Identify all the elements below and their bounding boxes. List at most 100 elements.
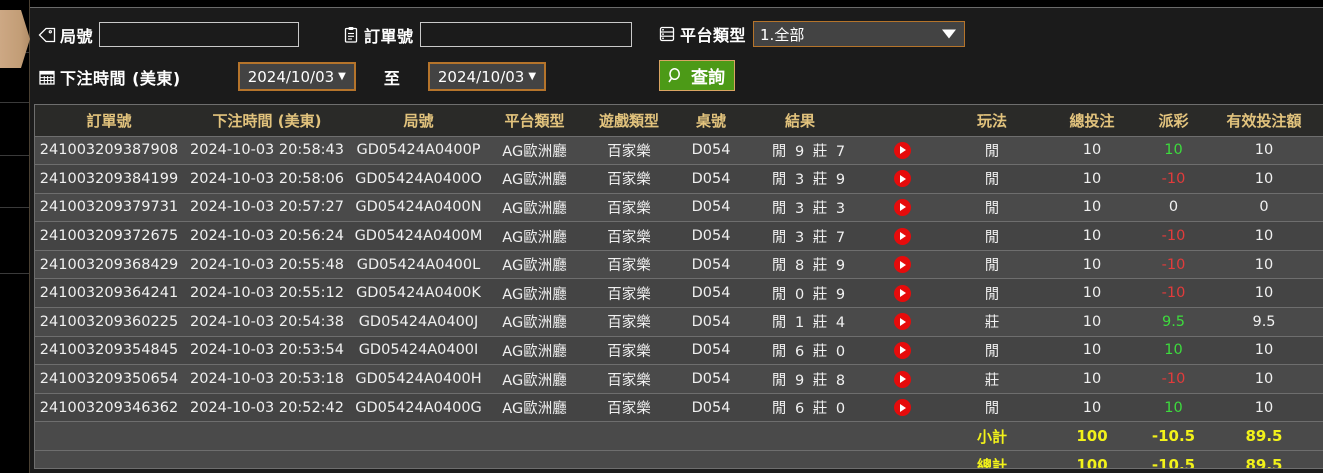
filter-bar: 局號 訂單號 (30, 8, 1323, 100)
date-to-picker[interactable]: 2024/10/03 ▼ (427, 62, 547, 91)
table-row[interactable]: 241003209379731 2024-10-03 20:57:27 GD0542… (35, 193, 1323, 223)
cell-round: GD05424A0400H (351, 364, 486, 394)
chevron-down-icon: ▼ (528, 70, 537, 82)
cell-valid-bet: 10 (1215, 250, 1313, 280)
table-row[interactable]: 241003209372675 2024-10-03 20:56:24 GD0542… (35, 221, 1323, 251)
play-icon[interactable] (893, 370, 911, 388)
col-header-valid[interactable]: 有效投注額 (1215, 105, 1313, 137)
table-row[interactable]: 241003209346362 2024-10-03 20:52:42 GD0542… (35, 393, 1323, 423)
cell-play-video[interactable] (872, 193, 932, 223)
cell-payout: 10 (1132, 136, 1215, 166)
cell-play-video[interactable] (872, 164, 932, 194)
play-icon[interactable] (893, 399, 911, 417)
window-top-strip (0, 0, 1323, 8)
table-body: 241003209387908 2024-10-03 20:58:43 GD0542… (35, 136, 1323, 468)
platform-select[interactable]: 1.全部 (753, 21, 966, 47)
cell-table: D054 (675, 221, 747, 251)
table-row[interactable]: 241003209387908 2024-10-03 20:58:43 GD0542… (35, 136, 1323, 166)
col-header-time[interactable]: 下注時間 (美東) (183, 105, 351, 137)
cell-status: 已派彩 (1313, 278, 1323, 309)
cell-order: 241003209354845 (35, 336, 183, 366)
cell-result: 閒 3 莊 3 (747, 193, 872, 223)
cell-play-video[interactable] (872, 221, 932, 251)
col-header-status[interactable]: 狀態 (1313, 105, 1323, 137)
cell-platform: AG歐洲廳 (486, 221, 583, 251)
cell-game: 百家樂 (583, 250, 675, 280)
cell-platform: AG歐洲廳 (486, 336, 583, 366)
summary-spacer (351, 450, 486, 468)
rail-slot-4[interactable] (0, 207, 30, 273)
col-header-total[interactable]: 總投注 (1052, 105, 1132, 137)
cell-play-video[interactable] (872, 393, 932, 423)
cell-round: GD05424A0400G (351, 393, 486, 423)
cell-table: D054 (675, 307, 747, 337)
filter-platform-label: 平台類型 (680, 26, 747, 45)
col-header-game[interactable]: 遊戲類型 (583, 105, 675, 137)
play-icon[interactable] (893, 341, 911, 359)
table-row[interactable]: 241003209360225 2024-10-03 20:54:38 GD0542… (35, 307, 1323, 337)
table-row[interactable]: 241003209368429 2024-10-03 20:55:48 GD0542… (35, 250, 1323, 280)
summary-spacer (183, 421, 351, 452)
summary-spacer (486, 421, 583, 452)
play-icon[interactable] (893, 141, 911, 159)
cell-play-video[interactable] (872, 136, 932, 166)
filter-order-label: 訂單號 (364, 26, 414, 46)
cell-play-video[interactable] (872, 336, 932, 366)
play-icon[interactable] (893, 256, 911, 274)
cell-time: 2024-10-03 20:56:24 (183, 221, 351, 251)
cell-play-video[interactable] (872, 250, 932, 280)
cell-game: 百家樂 (583, 307, 675, 337)
col-header-payout[interactable]: 派彩 (1132, 105, 1215, 137)
summary-spacer (486, 450, 583, 468)
table-row[interactable]: 241003209354845 2024-10-03 20:53:54 GD0542… (35, 336, 1323, 366)
order-input[interactable] (419, 22, 632, 47)
cell-play-video[interactable] (872, 307, 932, 337)
bet-records-table-wrap[interactable]: 訂單號 下注時間 (美東) 局號 平台類型 遊戲類型 桌號 結果 玩法 總投注 … (34, 104, 1323, 469)
table-row[interactable]: 241003209364241 2024-10-03 20:55:12 GD0542… (35, 278, 1323, 309)
rail-slot-2[interactable] (0, 102, 30, 155)
play-icon[interactable] (893, 227, 911, 245)
play-icon[interactable] (893, 284, 911, 302)
cell-valid-bet: 10 (1215, 336, 1313, 366)
filter-order: 訂單號 (342, 22, 632, 47)
cell-time: 2024-10-03 20:55:12 (183, 278, 351, 309)
summary-spacer (351, 421, 486, 452)
rail-slot-3[interactable] (0, 155, 30, 207)
cell-payout: -10 (1132, 364, 1215, 394)
table-row[interactable]: 241003209350654 2024-10-03 20:53:18 GD0542… (35, 364, 1323, 394)
cell-play-video[interactable] (872, 364, 932, 394)
cell-payout: -10 (1132, 250, 1215, 280)
play-icon[interactable] (893, 313, 911, 331)
calendar-icon (38, 68, 56, 86)
summary-spacer (872, 450, 932, 468)
cell-table: D054 (675, 164, 747, 194)
play-icon[interactable] (893, 170, 911, 188)
col-header-bettype[interactable]: 玩法 (932, 105, 1052, 137)
col-header-round[interactable]: 局號 (351, 105, 486, 137)
cell-status: 已派彩 (1313, 336, 1323, 366)
cell-bet-type: 閒 (932, 278, 1052, 309)
round-input[interactable] (99, 22, 300, 47)
filter-bet-time-label: 下注時間 (美東) (60, 68, 181, 88)
col-header-platform[interactable]: 平台類型 (486, 105, 583, 137)
cell-total-bet: 10 (1052, 250, 1132, 280)
cell-round: GD05424A0400P (351, 136, 486, 166)
rail-slot-5[interactable] (0, 273, 30, 473)
play-icon[interactable] (893, 198, 911, 216)
col-header-result[interactable]: 結果 (747, 105, 872, 137)
cell-status: 已派彩 (1313, 136, 1323, 166)
cell-play-video[interactable] (872, 278, 932, 309)
subtotal-row: 小計 100 -10.5 89.5 (35, 421, 1323, 452)
date-from-picker[interactable]: 2024/10/03 ▼ (237, 62, 356, 91)
col-header-order[interactable]: 訂單號 (35, 105, 183, 137)
cell-valid-bet: 0 (1215, 193, 1313, 223)
table-row[interactable]: 241003209384199 2024-10-03 20:58:06 GD0542… (35, 164, 1323, 194)
cell-result: 閒 0 莊 9 (747, 278, 872, 309)
search-button[interactable]: 查詢 (659, 60, 735, 91)
subtotal-row-total: 100 (1052, 421, 1132, 452)
cell-table: D054 (675, 364, 747, 394)
col-header-table[interactable]: 桌號 (675, 105, 747, 137)
cell-valid-bet: 10 (1215, 278, 1313, 309)
grandtotal-row-payout: -10.5 (1132, 450, 1215, 468)
grandtotal-row-total: 100 (1052, 450, 1132, 468)
